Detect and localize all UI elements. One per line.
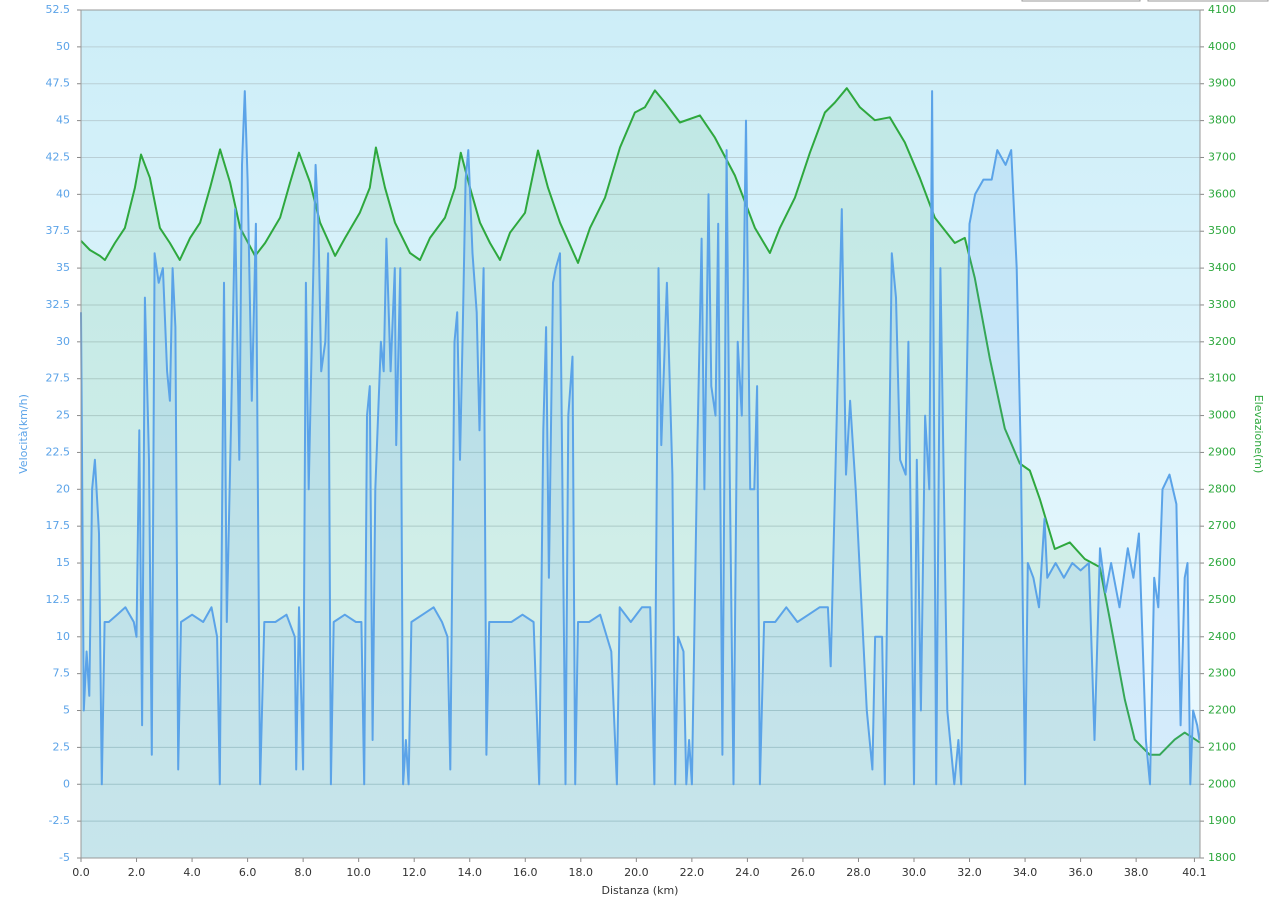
- y2-tick-label: 2200: [1208, 704, 1236, 717]
- series-line: [80, 90, 1201, 786]
- y2-tick-label: 3900: [1208, 77, 1236, 90]
- x-tick-label: 22.0: [680, 866, 705, 879]
- y-tick-label: 47.5: [46, 77, 71, 90]
- x-tick-label: 0.0: [72, 866, 90, 879]
- y2-tick-label: 2400: [1208, 630, 1236, 643]
- x-tick-label: 4.0: [183, 866, 201, 879]
- y-tick-label: 17.5: [46, 519, 71, 532]
- x-tick-label: 12.0: [402, 866, 427, 879]
- y-tick-label: 40: [56, 187, 70, 200]
- y2-tick-label: 2600: [1208, 556, 1236, 569]
- toolbar-button[interactable]: [1021, 0, 1141, 2]
- x-tick-label: 28.0: [846, 866, 871, 879]
- y-tick-label: 35: [56, 261, 70, 274]
- y-tick-label: 2.5: [53, 740, 71, 753]
- y-tick-label: 37.5: [46, 224, 71, 237]
- y2-tick-label: 3400: [1208, 261, 1236, 274]
- y-tick-label: -5: [59, 851, 70, 864]
- y-tick-label: 5: [63, 704, 70, 717]
- y2-tick-label: 3200: [1208, 335, 1236, 348]
- x-tick-label: 24.0: [735, 866, 760, 879]
- y2-tick-label: 2500: [1208, 593, 1236, 606]
- y-tick-label: 30: [56, 335, 70, 348]
- x-tick-label: 36.0: [1068, 866, 1093, 879]
- y-tick-label: -2.5: [49, 814, 70, 827]
- x-tick-label: 20.0: [624, 866, 649, 879]
- y2-tick-label: 3700: [1208, 150, 1236, 163]
- x-tick-label: 8.0: [294, 866, 312, 879]
- y-tick-label: 20: [56, 482, 70, 495]
- y-tick-label: 52.5: [46, 3, 71, 16]
- y2-tick-label: 3100: [1208, 372, 1236, 385]
- plot-background: [81, 10, 1200, 858]
- y2-tick-label: 3800: [1208, 114, 1236, 127]
- y2-tick-label: 4100: [1208, 3, 1236, 16]
- y-tick-label: 25: [56, 409, 70, 422]
- y2-tick-label: 1900: [1208, 814, 1236, 827]
- y2-tick-label: 3300: [1208, 298, 1236, 311]
- x-tick-label: 18.0: [569, 866, 594, 879]
- x-tick-label: 40.1: [1182, 866, 1207, 879]
- y2-tick-label: 2000: [1208, 777, 1236, 790]
- y-tick-label: 42.5: [46, 150, 71, 163]
- plot-frame: [80, 9, 1201, 859]
- y-tick-label: 12.5: [46, 593, 71, 606]
- x-axis-title: Distanza (km): [602, 884, 679, 897]
- x-tick-label: 6.0: [239, 866, 257, 879]
- y2-tick-label: 2300: [1208, 667, 1236, 680]
- y2-tick-label: 3000: [1208, 409, 1236, 422]
- y2-axis-title: Elevazione(m): [1252, 395, 1265, 474]
- y2-tick-label: 2700: [1208, 519, 1236, 532]
- series-line: [80, 87, 1201, 756]
- x-tick-label: 16.0: [513, 866, 538, 879]
- y2-tick-label: 3600: [1208, 187, 1236, 200]
- x-tick-label: 38.0: [1124, 866, 1149, 879]
- y-tick-label: 50: [56, 40, 70, 53]
- x-tick-label: 30.0: [902, 866, 927, 879]
- y2-tick-label: 3500: [1208, 224, 1236, 237]
- y-tick-label: 15: [56, 556, 70, 569]
- y2-tick-label: 4000: [1208, 40, 1236, 53]
- x-tick-label: 32.0: [957, 866, 982, 879]
- y-tick-label: 27.5: [46, 372, 71, 385]
- toolbar-button[interactable]: [1147, 0, 1269, 2]
- y-tick-label: 0: [63, 777, 70, 790]
- y-tick-label: 22.5: [46, 445, 71, 458]
- y-axis-title: Velocità(km/h): [17, 394, 30, 474]
- y2-tick-label: 2800: [1208, 482, 1236, 495]
- x-tick-label: 10.0: [346, 866, 371, 879]
- y-tick-label: 10: [56, 630, 70, 643]
- y-tick-label: 45: [56, 114, 70, 127]
- y2-tick-label: 1800: [1208, 851, 1236, 864]
- y-tick-label: 7.5: [53, 667, 71, 680]
- x-tick-label: 26.0: [791, 866, 816, 879]
- y2-tick-label: 2900: [1208, 445, 1236, 458]
- y2-tick-label: 2100: [1208, 740, 1236, 753]
- x-tick-label: 14.0: [457, 866, 482, 879]
- y-tick-label: 32.5: [46, 298, 71, 311]
- x-tick-label: 34.0: [1013, 866, 1038, 879]
- x-tick-label: 2.0: [128, 866, 146, 879]
